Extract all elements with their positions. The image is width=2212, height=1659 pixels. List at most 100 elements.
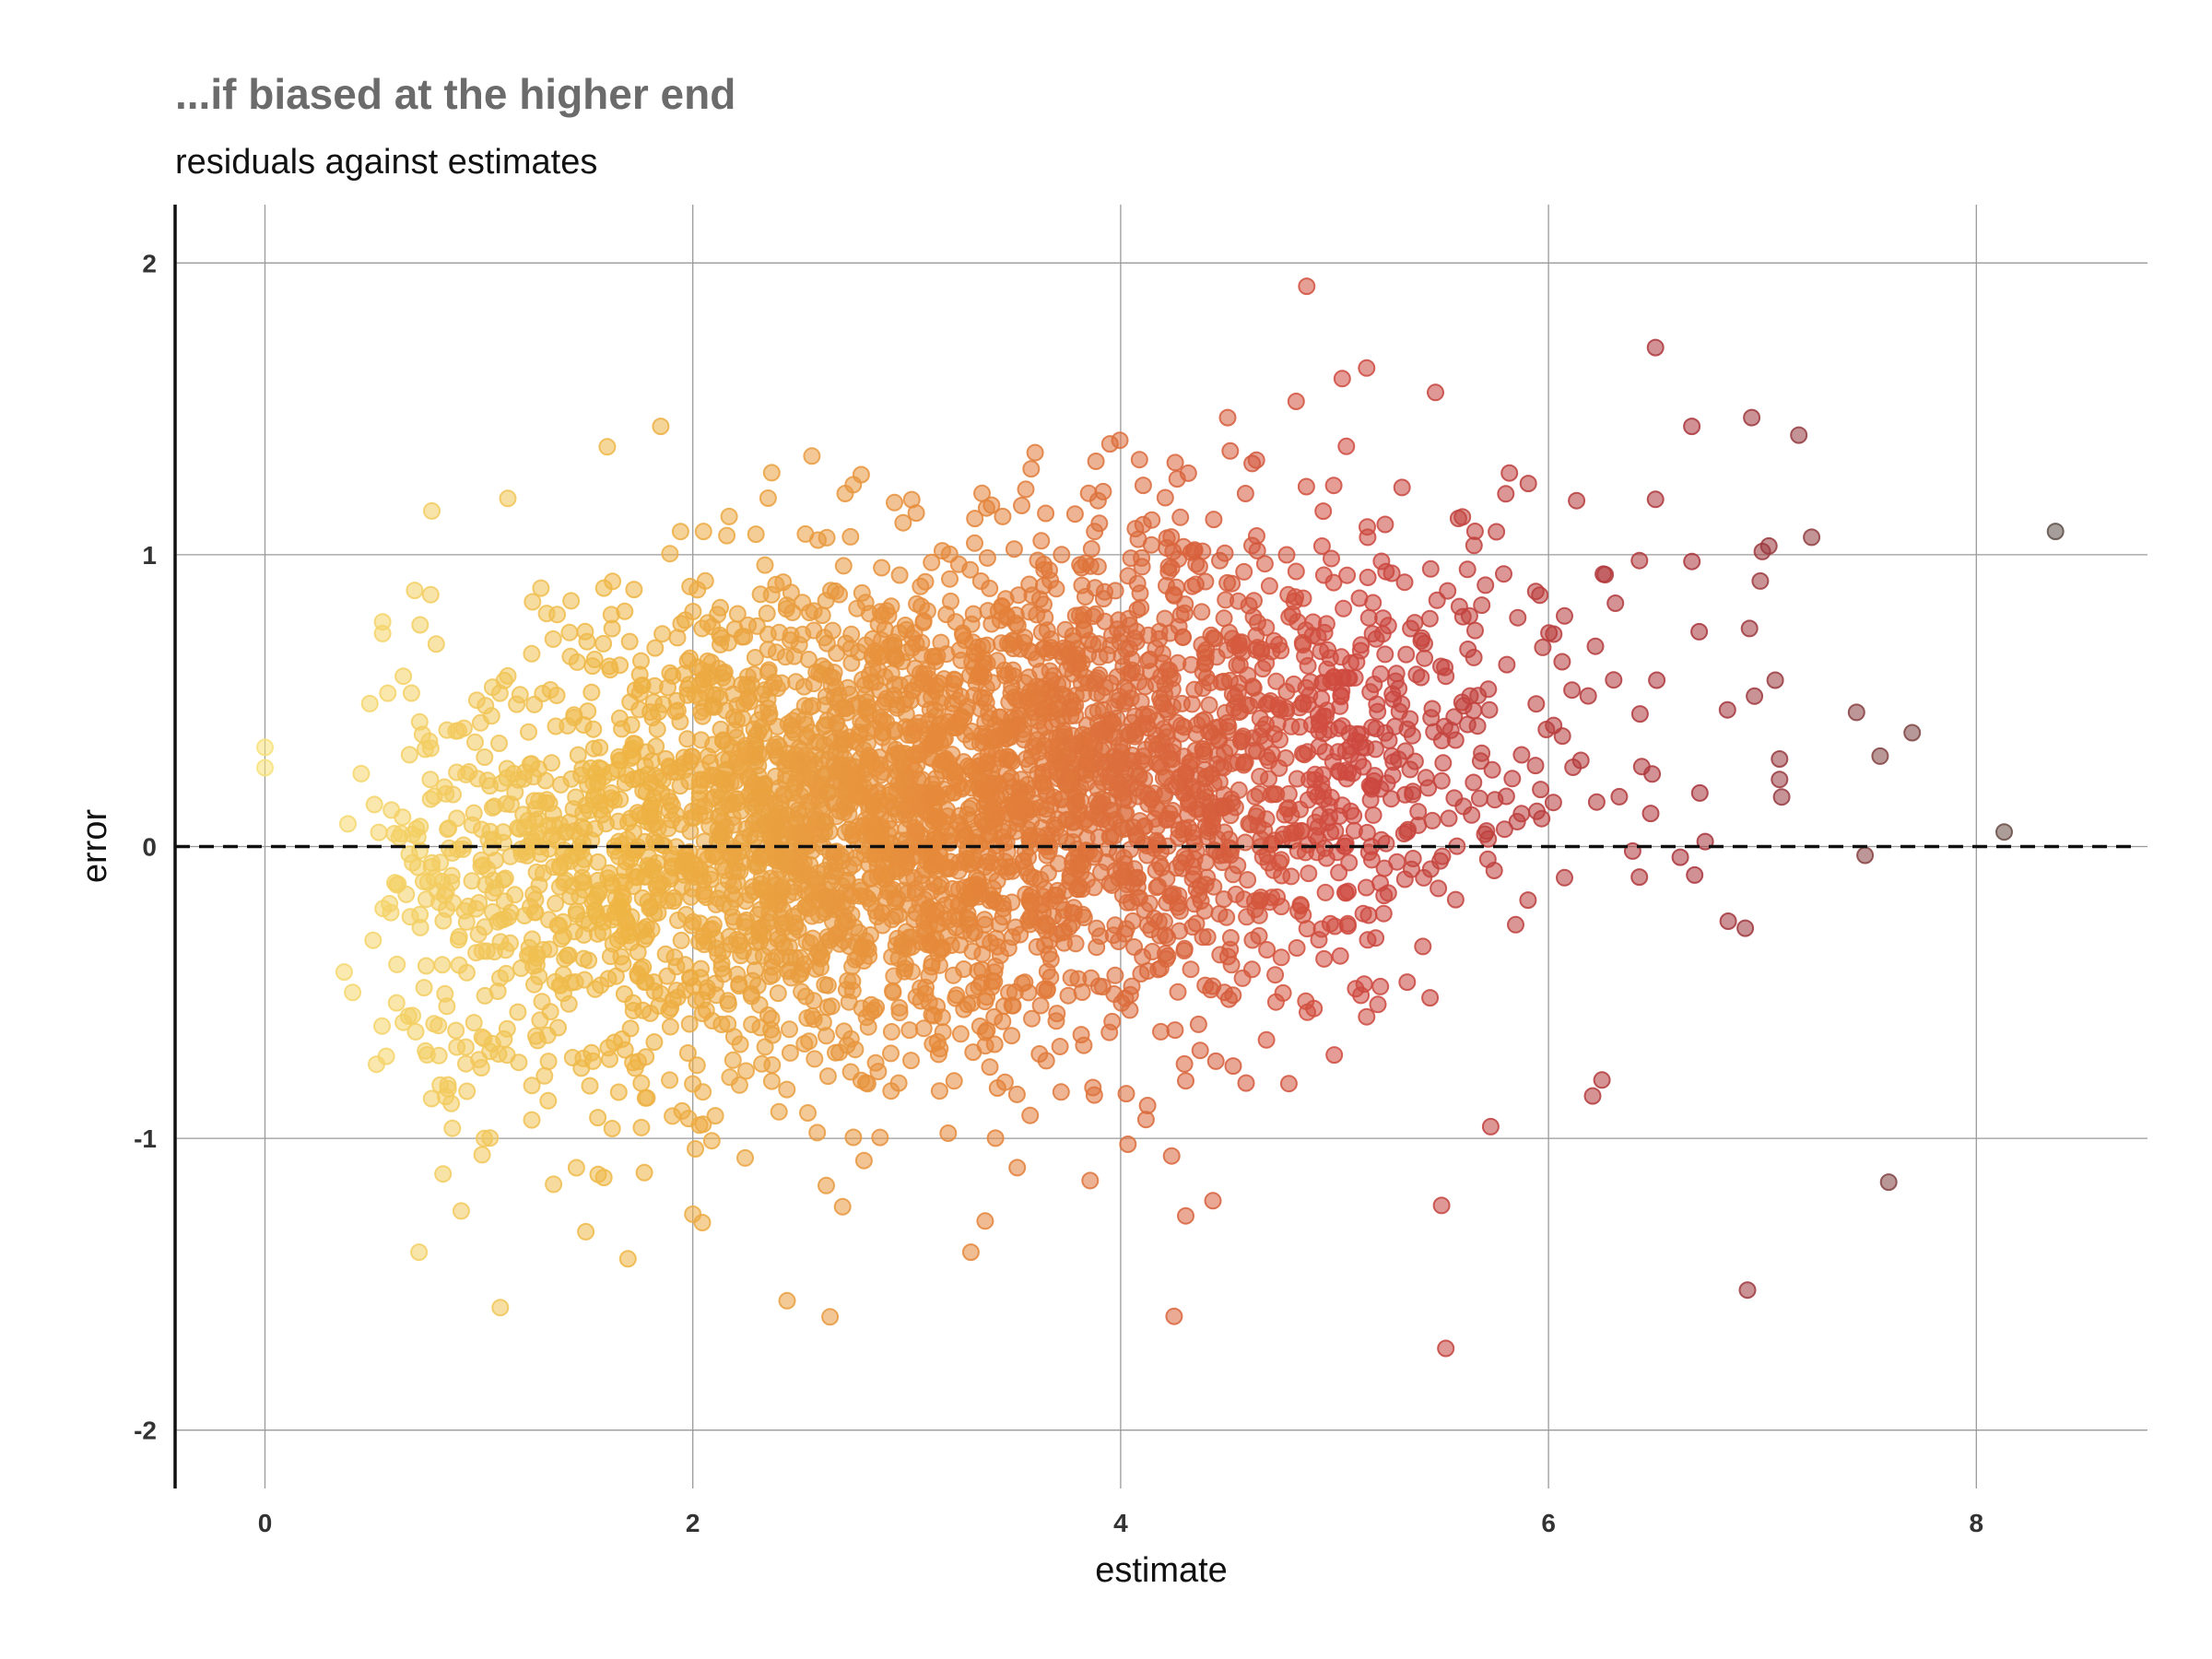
data-point <box>692 959 710 978</box>
data-point <box>1416 649 1434 667</box>
data-point <box>1605 671 1623 689</box>
data-point <box>1771 771 1789 789</box>
data-point <box>914 1019 933 1038</box>
data-point <box>1132 598 1150 617</box>
data-point <box>1743 408 1761 427</box>
data-point <box>590 884 608 902</box>
data-point <box>1215 609 1233 628</box>
data-point <box>421 739 440 758</box>
data-point <box>1152 1022 1170 1041</box>
data-point <box>1170 887 1188 905</box>
data-point <box>541 1003 559 1021</box>
data-point <box>1106 582 1124 600</box>
data-point <box>434 1165 453 1183</box>
data-point <box>256 759 274 777</box>
x-tick-label: 4 <box>1113 1509 1128 1537</box>
data-point <box>912 633 931 652</box>
data-point <box>1230 781 1248 799</box>
data-point <box>1037 504 1055 523</box>
data-point <box>1023 1009 1041 1028</box>
data-point <box>981 1058 999 1077</box>
chart-subtitle: residuals against estimates <box>175 143 597 182</box>
data-point <box>1500 464 1519 482</box>
data-point <box>1358 1007 1376 1026</box>
data-point <box>482 707 500 725</box>
data-point <box>487 852 504 869</box>
data-point <box>916 572 935 591</box>
data-point <box>1512 805 1531 823</box>
data-point <box>1013 497 1030 514</box>
data-point <box>1171 901 1189 920</box>
data-point <box>1236 485 1254 502</box>
data-point <box>1568 491 1586 510</box>
data-point <box>1032 532 1051 550</box>
data-point <box>1177 1072 1194 1090</box>
data-point <box>818 976 837 994</box>
data-point <box>404 1006 421 1025</box>
data-point <box>548 606 567 624</box>
data-point <box>1239 871 1257 889</box>
data-point <box>1379 617 1397 635</box>
data-point <box>466 733 484 751</box>
data-point <box>978 636 996 654</box>
data-point <box>1427 383 1444 402</box>
data-point <box>400 746 418 764</box>
data-point <box>1345 806 1363 825</box>
data-point <box>1339 882 1358 900</box>
data-point <box>755 724 773 743</box>
data-point <box>1596 566 1615 583</box>
data-point <box>961 560 980 579</box>
data-point <box>637 1048 655 1066</box>
data-point <box>1048 1005 1066 1023</box>
data-point <box>1111 431 1129 450</box>
data-point <box>1198 928 1217 947</box>
data-point <box>1288 939 1306 957</box>
data-point <box>1414 937 1432 956</box>
data-point <box>1671 848 1689 866</box>
data-point <box>1130 451 1148 469</box>
data-point <box>961 1243 980 1262</box>
data-point <box>1393 478 1411 497</box>
data-point <box>1294 589 1312 607</box>
data-point <box>1646 338 1665 357</box>
data-point <box>535 1066 554 1085</box>
data-point <box>1690 783 1709 802</box>
data-point <box>1165 1307 1183 1325</box>
data-point <box>452 1202 470 1220</box>
data-point <box>642 920 661 938</box>
data-point <box>370 823 388 841</box>
data-point <box>1463 806 1481 824</box>
data-point <box>890 1004 909 1022</box>
data-point <box>781 1020 798 1039</box>
data-point <box>635 1163 653 1182</box>
data-point <box>778 1291 796 1310</box>
data-point <box>746 961 764 980</box>
data-point <box>1339 917 1357 935</box>
data-point <box>1224 986 1242 1005</box>
data-point <box>611 656 629 675</box>
data-point <box>1205 511 1223 529</box>
data-point <box>1258 941 1277 959</box>
data-point <box>442 1094 461 1112</box>
data-point <box>981 579 999 597</box>
data-point <box>737 1062 755 1080</box>
data-point <box>1206 1052 1225 1070</box>
data-point <box>1324 477 1343 495</box>
data-point <box>1346 668 1364 687</box>
data-point <box>736 1148 754 1167</box>
data-point <box>1156 488 1174 507</box>
data-point <box>1133 558 1151 576</box>
data-point <box>680 1015 699 1033</box>
data-point <box>1277 749 1295 767</box>
data-point <box>402 684 420 702</box>
data-point <box>756 556 774 574</box>
data-point <box>444 785 462 804</box>
data-point <box>1031 996 1050 1015</box>
data-point <box>524 593 542 611</box>
data-point <box>539 1091 558 1110</box>
data-point <box>653 625 672 643</box>
data-point <box>1277 546 1296 564</box>
data-point <box>559 947 578 964</box>
data-point <box>1446 731 1465 749</box>
